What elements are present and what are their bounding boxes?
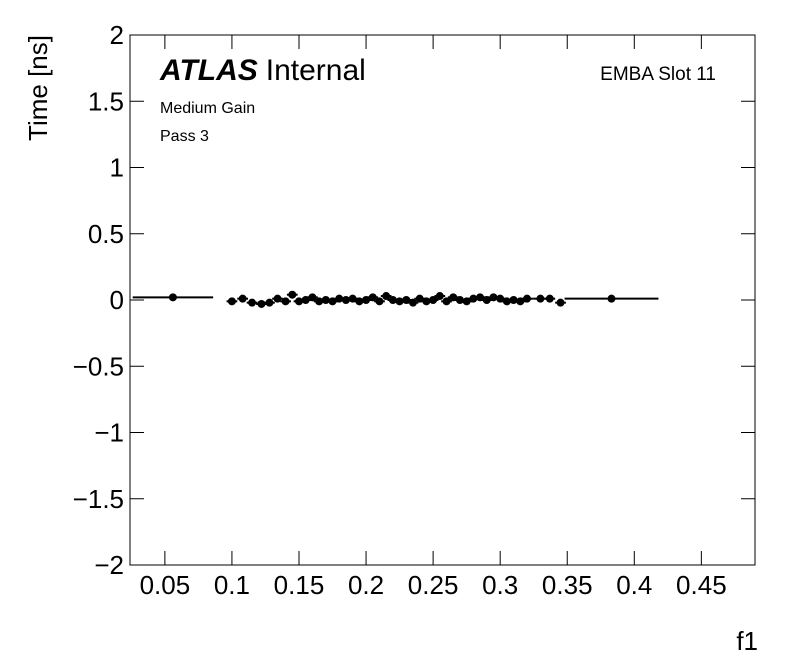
data-point bbox=[509, 296, 518, 304]
data-point bbox=[355, 297, 364, 306]
data-point bbox=[375, 297, 384, 306]
data-point bbox=[607, 294, 616, 303]
data-point bbox=[502, 297, 511, 306]
y-tick-label: 0.5 bbox=[88, 219, 124, 249]
data-point bbox=[308, 293, 317, 302]
y-tick-label: 1.5 bbox=[88, 86, 124, 116]
data-point bbox=[273, 294, 282, 303]
data-point bbox=[281, 297, 290, 306]
atlas-label: ATLAS Internal bbox=[159, 54, 366, 87]
x-tick-label: 0.1 bbox=[214, 570, 250, 600]
data-point bbox=[395, 297, 404, 306]
data-point bbox=[294, 297, 303, 306]
x-tick-label: 0.25 bbox=[408, 570, 459, 600]
data-point bbox=[545, 294, 554, 303]
data-point bbox=[442, 297, 451, 306]
y-axis-label: Time [ns] bbox=[23, 35, 53, 141]
atlas-text: ATLAS bbox=[159, 54, 258, 87]
data-point bbox=[368, 293, 377, 302]
data-point bbox=[388, 296, 397, 304]
data-point bbox=[321, 296, 330, 304]
y-tick-label: 0 bbox=[110, 285, 124, 315]
data-point bbox=[408, 298, 417, 307]
data-point bbox=[435, 292, 444, 301]
data-point bbox=[429, 296, 438, 304]
x-tick-label: 0.2 bbox=[348, 570, 384, 600]
data-point bbox=[168, 293, 177, 302]
x-tick-label: 0.05 bbox=[140, 570, 191, 600]
internal-text: Internal bbox=[266, 54, 366, 87]
data-point bbox=[536, 294, 545, 303]
data-point bbox=[227, 297, 236, 306]
y-tick-label: 2 bbox=[110, 20, 124, 50]
y-tick-label: −1 bbox=[94, 418, 124, 448]
data-point bbox=[455, 296, 464, 304]
data-point bbox=[238, 294, 247, 303]
data-point bbox=[257, 299, 266, 308]
data-point bbox=[422, 297, 431, 306]
data-point bbox=[469, 294, 478, 303]
data-point bbox=[265, 298, 274, 307]
data-point bbox=[288, 290, 297, 299]
data-point bbox=[335, 294, 344, 303]
gain-label: Medium Gain bbox=[160, 100, 255, 117]
data-point bbox=[382, 292, 391, 301]
x-axis-label: f1 bbox=[736, 626, 758, 656]
pass-label: Pass 3 bbox=[160, 128, 209, 145]
data-point bbox=[556, 298, 565, 307]
x-tick-label: 0.4 bbox=[616, 570, 652, 600]
data-point bbox=[522, 294, 531, 303]
x-tick-label: 0.3 bbox=[482, 570, 518, 600]
slot-label: EMBA Slot 11 bbox=[600, 64, 716, 85]
data-point bbox=[341, 296, 350, 304]
data-point bbox=[315, 297, 324, 306]
x-tick-label: 0.45 bbox=[676, 570, 727, 600]
y-tick-label: −2 bbox=[94, 550, 124, 580]
y-tick-label: −1.5 bbox=[73, 484, 124, 514]
x-tick-label: 0.35 bbox=[542, 570, 593, 600]
x-tick-label: 0.15 bbox=[274, 570, 325, 600]
y-tick-label: −0.5 bbox=[73, 351, 124, 381]
data-point bbox=[489, 293, 498, 302]
y-tick-label: 1 bbox=[110, 153, 124, 183]
data-point bbox=[248, 298, 257, 307]
